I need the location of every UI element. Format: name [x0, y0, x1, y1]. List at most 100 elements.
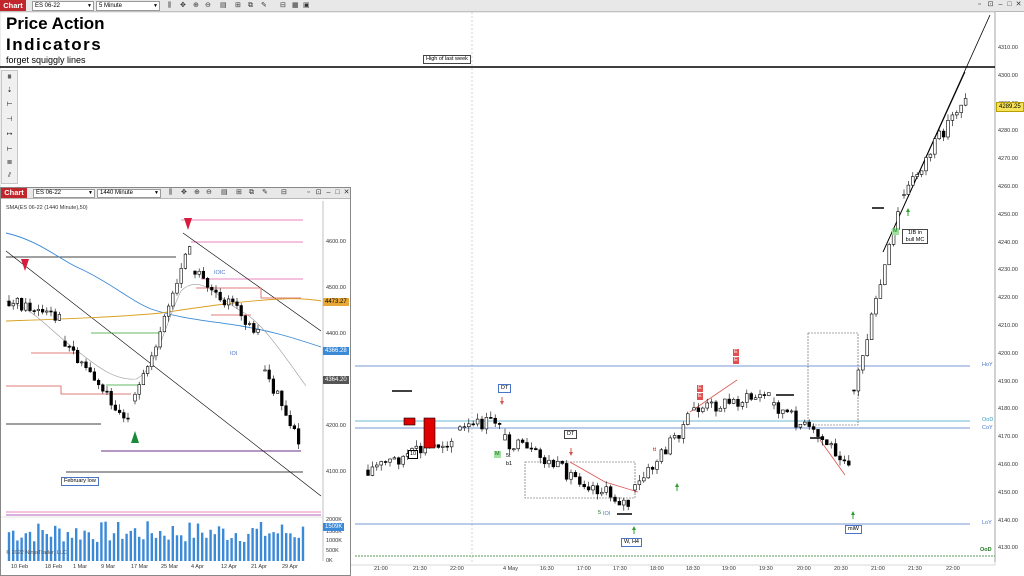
indicators-icon[interactable]: ⊞: [235, 2, 241, 9]
dock-icon[interactable]: ▫: [978, 1, 981, 8]
e-signal-label: E: [733, 349, 739, 356]
maximize-button[interactable]: □: [335, 189, 340, 196]
channel-line: [5, 250, 322, 497]
indicators-icon[interactable]: ⊞: [236, 189, 242, 196]
data-box-icon[interactable]: ⊟: [281, 189, 287, 196]
zoom-out-icon[interactable]: ⊖: [205, 2, 211, 9]
crosshair-icon[interactable]: ✥: [180, 2, 186, 9]
daily-inset-chart[interactable]: Chart ES 06-22 ▼ 1440 Minute ▼ ⫼ ✥ ⊕ ⊖ ▤ ⊞…: [0, 187, 351, 576]
bull-candle: [740, 402, 745, 407]
bear-candle: [71, 346, 75, 351]
bull-candle: [906, 184, 911, 195]
bull-candle: [179, 268, 183, 284]
ruler-icon[interactable]: ⩩: [7, 74, 12, 81]
up-arrow-icon: [851, 511, 855, 519]
bear-candle: [235, 301, 239, 306]
bear-candle: [239, 305, 243, 317]
zoom-out-icon[interactable]: ⊖: [206, 189, 212, 196]
line-icon[interactable]: ⊢: [6, 101, 13, 108]
vertical-line-icon[interactable]: ⊢: [6, 146, 13, 153]
maximize-button[interactable]: □: [1007, 1, 1012, 8]
bull-candle: [158, 331, 162, 348]
bull-candle: [516, 439, 520, 450]
bar-type-icon[interactable]: ⫼: [168, 2, 172, 9]
instrument-selector[interactable]: ES 06-22 ▼: [32, 1, 94, 11]
volume-bar: [238, 541, 242, 561]
zoom-in-icon[interactable]: ⊕: [193, 2, 199, 9]
bull-candle: [856, 369, 861, 392]
bear-candle: [794, 410, 798, 428]
red-step-line: [6, 385, 131, 395]
snapshot-icon[interactable]: ▣: [303, 2, 310, 9]
blue-sma-price-box: 4366.28: [323, 347, 349, 355]
horizontal-line-icon[interactable]: ⊣: [6, 116, 13, 123]
bear-candle: [811, 426, 816, 430]
bull-candle: [248, 323, 252, 325]
data-box-icon[interactable]: ⊟: [280, 2, 286, 9]
channel-icon[interactable]: ⫽: [7, 172, 12, 179]
candle-group: [366, 93, 968, 511]
bull-candle: [475, 418, 480, 425]
inset-interval-selector[interactable]: 1440 Minute ▼: [97, 189, 161, 198]
chart-tab[interactable]: Chart: [0, 0, 26, 11]
minimize-button[interactable]: –: [326, 189, 331, 196]
drawing-tools-icon[interactable]: ✎: [262, 189, 268, 196]
crosshair-icon[interactable]: ✥: [181, 189, 187, 196]
inset-instrument-value: ES 06-22: [36, 190, 62, 196]
inset-time-tick-label: 29 Apr: [282, 564, 298, 570]
strategies-icon[interactable]: ⧉: [249, 189, 254, 196]
properties-icon[interactable]: ▤: [221, 189, 228, 196]
fibonacci-icon[interactable]: ≣: [6, 159, 13, 166]
volume-bar: [293, 537, 296, 561]
bull-candle: [692, 407, 696, 411]
volume-bar: [280, 524, 284, 561]
close-button[interactable]: ✕: [1015, 1, 1022, 8]
bear-candle: [833, 443, 838, 457]
up-arrow-icon: [675, 483, 679, 491]
bull-candle: [798, 423, 803, 428]
inset-chart-tab[interactable]: Chart: [1, 188, 27, 198]
volume-bar: [213, 534, 216, 561]
bull-candle: [547, 459, 551, 465]
bull-candle: [709, 401, 714, 404]
inset-plot[interactable]: [1, 199, 351, 576]
inset-instrument-selector[interactable]: ES 06-22 ▼: [33, 189, 95, 198]
close-button[interactable]: ✕: [343, 189, 350, 196]
bull-candle: [865, 339, 869, 356]
volume-bar: [175, 535, 179, 561]
bull-candle: [924, 157, 928, 172]
volume-bar: [285, 533, 288, 561]
strategies-icon[interactable]: ⧉: [248, 2, 253, 9]
arrow-line-icon[interactable]: ↦: [6, 131, 13, 138]
ray-icon[interactable]: ⇣: [6, 87, 13, 94]
volume-bar: [226, 540, 229, 561]
minimize-button[interactable]: –: [998, 1, 1003, 8]
bear-candle: [88, 367, 92, 373]
volume-bar: [133, 528, 137, 561]
volume-bar: [209, 529, 212, 561]
interval-selector[interactable]: 5 Minute ▼: [96, 1, 160, 11]
bear-candle: [267, 369, 271, 380]
properties-icon[interactable]: ▤: [220, 2, 227, 9]
dock-icon[interactable]: ▫: [307, 189, 310, 196]
volume-bar: [108, 540, 111, 561]
bull-candle: [637, 480, 642, 485]
volume-bar: [24, 533, 27, 561]
pin-icon[interactable]: ⊡: [987, 1, 994, 8]
bear-candle: [92, 371, 96, 381]
bear-candle: [201, 270, 206, 279]
time-tick-label: 18:00: [650, 566, 664, 572]
main-chart[interactable]: [0, 11, 1024, 576]
bar-type-icon[interactable]: ⫼: [169, 189, 173, 196]
pin-icon[interactable]: ⊡: [315, 189, 322, 196]
bull-candle: [449, 440, 454, 448]
drawing-tools-icon[interactable]: ✎: [261, 2, 267, 9]
wedge-line: [819, 439, 846, 476]
zoom-in-icon[interactable]: ⊕: [194, 189, 200, 196]
chart-trader-icon[interactable]: ▦: [292, 2, 299, 9]
up-arrow-icon: [906, 208, 910, 216]
inset-price-tick-label: 4500.00: [326, 285, 346, 291]
bull-candle: [887, 244, 891, 266]
inset-price-tick-label: 4100.00: [326, 469, 346, 475]
bull-candle: [141, 373, 146, 385]
